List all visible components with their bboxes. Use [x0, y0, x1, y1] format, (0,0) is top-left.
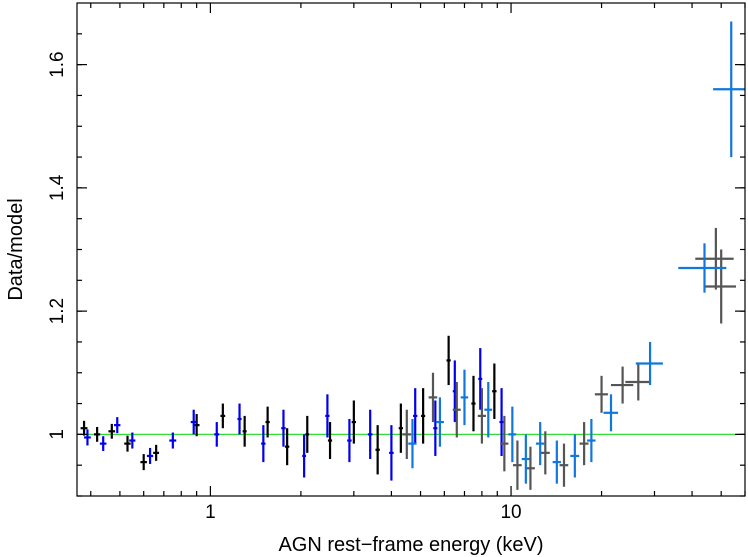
data-point	[625, 363, 651, 401]
data-point	[153, 444, 160, 461]
data-point	[351, 400, 357, 444]
data-point	[535, 422, 545, 466]
data-point	[169, 432, 177, 449]
data-point	[635, 341, 663, 386]
y-tick-label: 1.4	[47, 174, 68, 201]
data-point	[594, 375, 608, 413]
data-point	[281, 409, 286, 447]
y-tick-label: 1	[47, 429, 68, 440]
data-point	[433, 400, 438, 456]
data-point	[140, 454, 147, 471]
data-point	[446, 335, 451, 386]
data-point	[261, 425, 266, 463]
data-point	[512, 440, 522, 490]
data-point	[284, 428, 290, 466]
data-point	[398, 403, 403, 453]
data-point	[460, 369, 469, 426]
data-point	[80, 420, 88, 436]
data-point	[84, 429, 91, 446]
data-point	[375, 425, 380, 475]
data-point	[587, 418, 596, 463]
data-point	[302, 434, 307, 478]
data-point	[421, 388, 426, 444]
data-point	[525, 446, 535, 490]
data-point	[610, 366, 634, 404]
x-tick-label: 1	[205, 502, 216, 523]
y-tick-label: 1.2	[47, 298, 68, 324]
data-point	[402, 409, 412, 460]
y-axis-title: Data/model	[5, 198, 27, 300]
data-point	[428, 372, 438, 423]
plot-frame	[76, 2, 746, 497]
data-point	[327, 422, 333, 460]
data-point	[477, 388, 486, 444]
data-point	[678, 243, 727, 293]
data-point	[389, 425, 394, 481]
data-point	[695, 227, 734, 290]
data-point	[237, 403, 242, 435]
data-point	[552, 440, 561, 484]
data-point	[484, 381, 493, 438]
x-tick-label: 10	[500, 502, 521, 523]
series-2	[84, 348, 504, 481]
data-point	[124, 435, 131, 452]
data-point	[704, 249, 736, 324]
data-point	[492, 363, 497, 419]
data-point	[603, 394, 619, 432]
data-clip-group	[77, 21, 745, 490]
data-point	[452, 381, 461, 438]
data-point	[579, 422, 589, 466]
data-point	[435, 397, 444, 447]
data-point	[265, 406, 270, 438]
data-point	[478, 348, 483, 410]
data-point	[413, 388, 418, 444]
data-point	[559, 443, 569, 487]
data-point	[242, 415, 247, 447]
data-point	[99, 436, 107, 452]
data-point	[499, 388, 504, 456]
data-point	[367, 409, 373, 460]
data-point	[325, 394, 330, 438]
data-point	[408, 418, 417, 469]
series-3	[402, 227, 736, 490]
data-point	[93, 426, 101, 442]
data-point	[146, 447, 154, 464]
data-layer	[77, 21, 745, 490]
data-point	[508, 406, 517, 463]
data-point	[347, 418, 352, 463]
data-point	[570, 434, 580, 478]
data-point	[521, 434, 530, 484]
data-point	[220, 403, 226, 429]
y-tick-label: 1.6	[47, 51, 68, 77]
series-4	[408, 21, 745, 484]
data-point	[108, 423, 116, 439]
data-point	[305, 415, 310, 453]
data-point	[114, 417, 121, 434]
data-point	[471, 375, 476, 432]
data-point	[190, 409, 197, 435]
data-point	[214, 422, 220, 447]
data-point	[713, 21, 745, 158]
data-point	[129, 432, 136, 449]
data-point	[500, 415, 509, 472]
x-axis-title: AGN rest−frame energy (keV)	[278, 534, 543, 556]
series-1	[80, 335, 497, 475]
axes-layer: 1 1.2 1.4 1.6 1 10	[47, 3, 746, 523]
data-point	[540, 431, 550, 475]
